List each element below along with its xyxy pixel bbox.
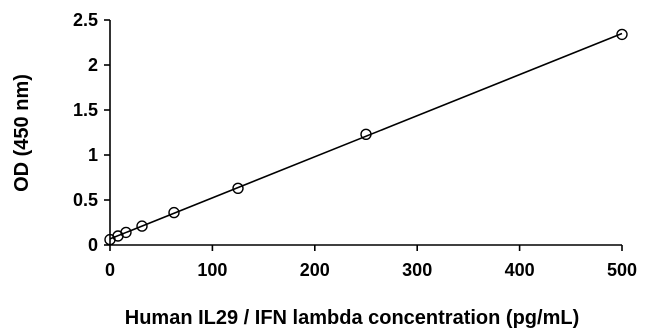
x-tick-label: 400	[505, 260, 535, 280]
y-tick-label: 1	[88, 145, 98, 165]
x-axis-title: Human IL29 / IFN lambda concentration (p…	[125, 307, 579, 329]
y-tick-label: 0.5	[73, 190, 98, 210]
x-tick-label: 200	[300, 260, 330, 280]
x-tick-label: 0	[105, 260, 115, 280]
y-tick-label: 1.5	[73, 100, 98, 120]
y-tick-label: 2	[88, 55, 98, 75]
x-axis: 0 100 200 300 400 500	[105, 244, 637, 280]
y-tick-label: 0	[88, 235, 98, 255]
data-point	[232, 182, 244, 195]
data-point	[120, 226, 132, 239]
plot-area	[104, 28, 628, 246]
trend-line	[109, 32, 623, 240]
data-point	[136, 220, 148, 232]
x-tick-label: 300	[402, 260, 432, 280]
x-tick-label: 100	[197, 260, 227, 280]
x-tick-label: 500	[607, 260, 637, 280]
data-point	[616, 28, 628, 41]
y-axis-title: OD (450 nm)	[11, 74, 33, 192]
y-axis: 0 0.5 1 1.5 2 2.5	[73, 10, 111, 255]
data-point	[168, 206, 180, 219]
y-tick-label: 2.5	[73, 10, 98, 30]
data-point	[360, 128, 372, 141]
